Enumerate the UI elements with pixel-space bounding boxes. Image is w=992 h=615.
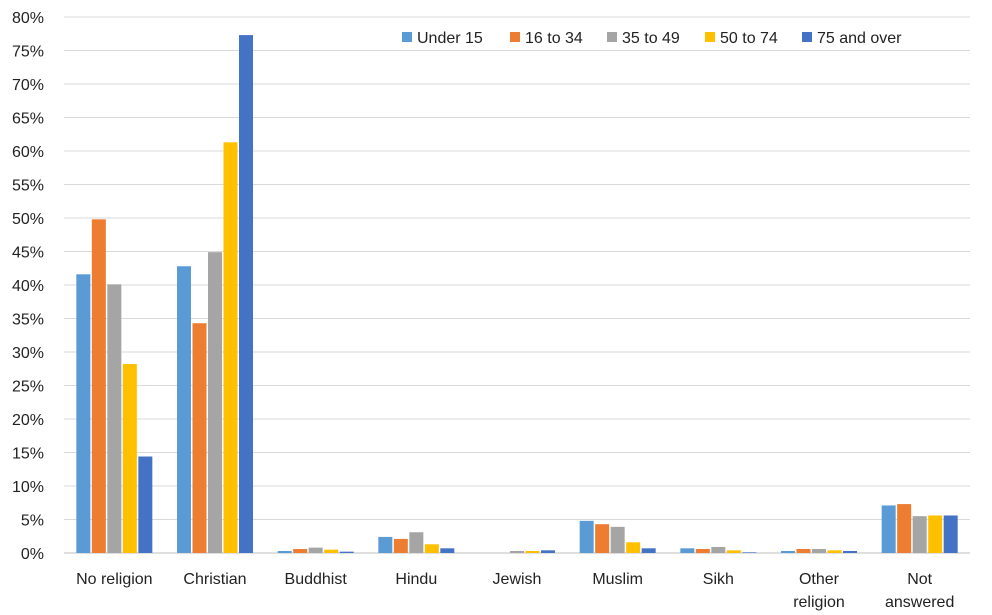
x-category-label: Hindu: [395, 571, 437, 588]
legend-label: Under 15: [417, 30, 483, 47]
bar-50-to-74: [424, 544, 439, 553]
y-tick-label: 0%: [21, 546, 44, 563]
bar-75-and-over: [943, 515, 958, 553]
y-tick-label: 60%: [12, 144, 44, 161]
bar-35-to-49: [409, 532, 424, 553]
bar-35-to-49: [107, 284, 122, 553]
bar-50-to-74: [626, 542, 641, 553]
x-category-label: Buddhist: [285, 571, 348, 588]
y-tick-label: 40%: [12, 278, 44, 295]
y-tick-label: 15%: [12, 446, 44, 463]
bar-50-to-74: [324, 549, 339, 553]
bar-75-and-over: [339, 551, 354, 553]
bar-75-and-over: [843, 550, 857, 553]
legend-label: 35 to 49: [622, 30, 680, 47]
x-category-label: Sikh: [703, 571, 734, 588]
bar-50-to-74: [726, 550, 741, 553]
y-tick-label: 55%: [12, 178, 44, 195]
bar-16-to-34: [393, 538, 408, 553]
bar-75-and-over: [541, 550, 555, 553]
x-category-label: Christian: [183, 571, 246, 588]
y-tick-label: 45%: [12, 245, 44, 262]
y-tick-label: 30%: [12, 345, 44, 362]
y-axis-ticks: 0% 5% 10% 15% 20% 25% 30% 35% 40% 45% 50% 55% 60% 65%…: [12, 10, 44, 563]
bar-under-15: [378, 536, 393, 553]
legend-label: 50 to 74: [720, 30, 778, 47]
x-category-label: answered: [885, 594, 954, 611]
bar-35-to-49: [711, 546, 726, 553]
bar-under-15: [76, 274, 91, 553]
bar-16-to-34: [595, 524, 610, 553]
bar-under-15: [579, 520, 594, 553]
bar-under-15: [177, 266, 191, 553]
bar-16-to-34: [796, 548, 811, 553]
legend-swatch: [802, 32, 812, 42]
bar-50-to-74: [827, 550, 842, 553]
bars: [76, 35, 958, 554]
y-tick-label: 70%: [12, 77, 44, 94]
legend-swatch: [607, 32, 617, 42]
legend-swatch: [705, 32, 715, 42]
bar-75-and-over: [440, 548, 455, 553]
x-category-label: Not: [907, 571, 932, 588]
bar-35-to-49: [812, 548, 826, 553]
y-tick-label: 10%: [12, 479, 44, 496]
bar-under-15: [680, 548, 695, 553]
bar-16-to-34: [293, 548, 308, 553]
x-axis-labels: No religion Christian Buddhist Hindu Jewish M…: [76, 571, 954, 611]
bar-16-to-34: [695, 548, 710, 553]
bar-35-to-49: [912, 516, 927, 553]
bar-75-and-over: [239, 35, 253, 553]
x-category-label: Jewish: [493, 571, 542, 588]
y-tick-label: 50%: [12, 211, 44, 228]
bar-75-and-over: [641, 548, 656, 553]
bar-under-15: [781, 550, 795, 553]
bar-75-and-over: [742, 552, 757, 553]
y-tick-label: 75%: [12, 44, 44, 61]
bar-35-to-49: [610, 526, 625, 553]
y-tick-label: 25%: [12, 379, 44, 396]
bar-75-and-over: [138, 456, 153, 553]
y-tick-label: 35%: [12, 312, 44, 329]
x-category-label: Other: [799, 571, 840, 588]
y-tick-label: 20%: [12, 412, 44, 429]
bar-35-to-49: [510, 550, 524, 553]
y-tick-label: 5%: [21, 513, 44, 530]
legend-swatch: [510, 32, 520, 42]
bar-16-to-34: [192, 323, 207, 553]
bar-35-to-49: [308, 547, 323, 553]
bar-50-to-74: [525, 550, 540, 553]
legend-label: 75 and over: [817, 30, 902, 47]
x-category-label: Muslim: [592, 571, 643, 588]
bar-16-to-34: [91, 219, 106, 553]
bar-50-to-74: [928, 515, 943, 553]
y-tick-label: 80%: [12, 10, 44, 27]
y-tick-label: 65%: [12, 111, 44, 128]
bar-under-15: [881, 505, 896, 553]
bar-16-to-34: [897, 504, 912, 553]
legend: Under 15 16 to 34 35 to 49 50 to 74 75 and o…: [402, 30, 902, 47]
x-category-label: No religion: [76, 571, 152, 588]
bar-under-15: [277, 550, 292, 553]
bar-50-to-74: [223, 142, 238, 554]
bar-50-to-74: [122, 364, 137, 553]
legend-swatch: [402, 32, 412, 42]
bar-35-to-49: [208, 252, 222, 554]
x-category-label: religion: [793, 594, 845, 611]
legend-label: 16 to 34: [525, 30, 583, 47]
